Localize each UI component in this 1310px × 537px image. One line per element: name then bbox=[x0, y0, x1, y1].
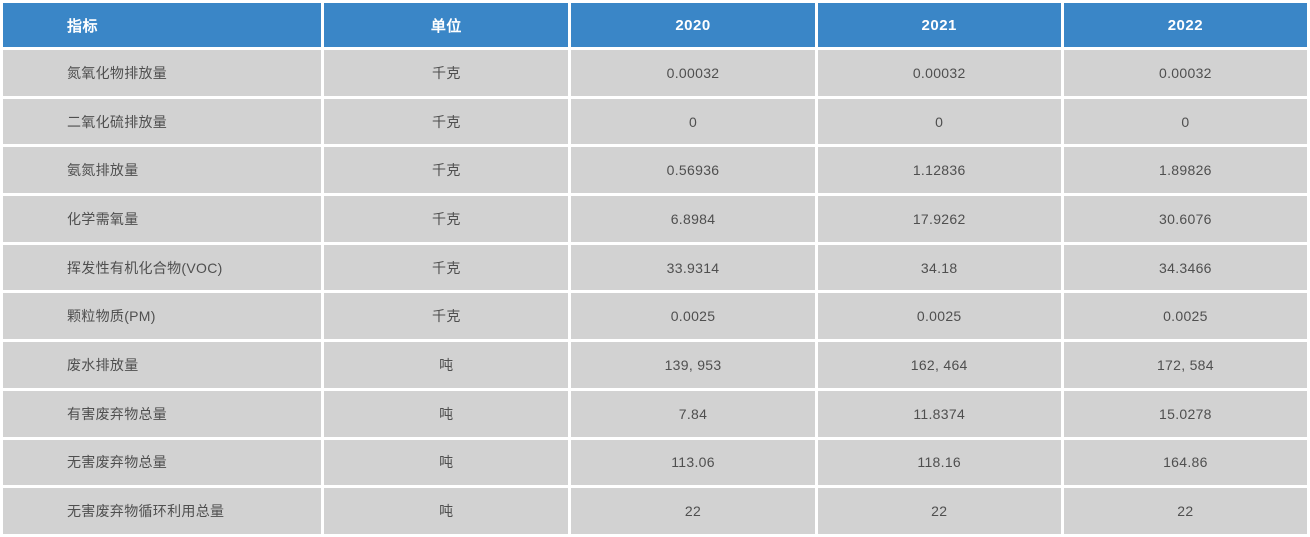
unit-cell: 吨 bbox=[324, 488, 569, 534]
column-header-indicator: 指标 bbox=[3, 3, 322, 47]
table-row: 挥发性有机化合物(VOC) 千克 33.9314 34.18 34.3466 bbox=[3, 244, 1307, 291]
value-cell-2021: 0.0025 bbox=[817, 293, 1061, 340]
value-cell-2021: 1.12836 bbox=[817, 147, 1061, 194]
value-cell-2022: 172, 584 bbox=[1063, 342, 1307, 388]
value-cell-2021: 34.18 bbox=[817, 244, 1061, 291]
value-cell-2020: 0.00032 bbox=[571, 50, 815, 96]
column-header-2021: 2021 bbox=[817, 3, 1061, 47]
value-cell-2021: 0 bbox=[817, 98, 1061, 145]
indicator-cell: 有害废弃物总量 bbox=[3, 390, 322, 437]
indicator-cell: 废水排放量 bbox=[3, 342, 322, 388]
value-cell-2021: 11.8374 bbox=[817, 390, 1061, 437]
value-cell-2022: 164.86 bbox=[1063, 439, 1307, 486]
table-row: 无害废弃物总量 吨 113.06 118.16 164.86 bbox=[3, 439, 1307, 486]
value-cell-2021: 22 bbox=[817, 488, 1061, 534]
unit-cell: 吨 bbox=[324, 390, 569, 437]
unit-cell: 千克 bbox=[324, 147, 569, 194]
unit-cell: 千克 bbox=[324, 244, 569, 291]
value-cell-2022: 30.6076 bbox=[1063, 196, 1307, 242]
column-header-2022: 2022 bbox=[1063, 3, 1307, 47]
value-cell-2021: 17.9262 bbox=[817, 196, 1061, 242]
value-cell-2022: 22 bbox=[1063, 488, 1307, 534]
indicator-cell: 二氧化硫排放量 bbox=[3, 98, 322, 145]
value-cell-2022: 34.3466 bbox=[1063, 244, 1307, 291]
value-cell-2022: 1.89826 bbox=[1063, 147, 1307, 194]
unit-cell: 吨 bbox=[324, 342, 569, 388]
unit-cell: 千克 bbox=[324, 98, 569, 145]
value-cell-2020: 33.9314 bbox=[571, 244, 815, 291]
table-row: 二氧化硫排放量 千克 0 0 0 bbox=[3, 98, 1307, 145]
value-cell-2022: 0.0025 bbox=[1063, 293, 1307, 340]
table-row: 化学需氧量 千克 6.8984 17.9262 30.6076 bbox=[3, 196, 1307, 242]
indicator-cell: 无害废弃物总量 bbox=[3, 439, 322, 486]
table-row: 有害废弃物总量 吨 7.84 11.8374 15.0278 bbox=[3, 390, 1307, 437]
value-cell-2021: 0.00032 bbox=[817, 50, 1061, 96]
column-header-unit: 单位 bbox=[324, 3, 569, 47]
column-header-2020: 2020 bbox=[571, 3, 815, 47]
unit-cell: 千克 bbox=[324, 50, 569, 96]
table-row: 废水排放量 吨 139, 953 162, 464 172, 584 bbox=[3, 342, 1307, 388]
value-cell-2020: 0.0025 bbox=[571, 293, 815, 340]
unit-cell: 吨 bbox=[324, 439, 569, 486]
table-row: 氮氧化物排放量 千克 0.00032 0.00032 0.00032 bbox=[3, 50, 1307, 96]
value-cell-2020: 6.8984 bbox=[571, 196, 815, 242]
indicator-cell: 化学需氧量 bbox=[3, 196, 322, 242]
indicator-cell: 颗粒物质(PM) bbox=[3, 293, 322, 340]
table-row: 无害废弃物循环利用总量 吨 22 22 22 bbox=[3, 488, 1307, 534]
table-row: 氨氮排放量 千克 0.56936 1.12836 1.89826 bbox=[3, 147, 1307, 194]
header-row: 指标 单位 2020 2021 2022 bbox=[3, 3, 1307, 47]
indicator-cell: 氮氧化物排放量 bbox=[3, 50, 322, 96]
value-cell-2020: 22 bbox=[571, 488, 815, 534]
indicator-cell: 无害废弃物循环利用总量 bbox=[3, 488, 322, 534]
value-cell-2021: 118.16 bbox=[817, 439, 1061, 486]
value-cell-2021: 162, 464 bbox=[817, 342, 1061, 388]
indicator-cell: 挥发性有机化合物(VOC) bbox=[3, 244, 322, 291]
value-cell-2020: 7.84 bbox=[571, 390, 815, 437]
value-cell-2022: 0.00032 bbox=[1063, 50, 1307, 96]
table-row: 颗粒物质(PM) 千克 0.0025 0.0025 0.0025 bbox=[3, 293, 1307, 340]
value-cell-2022: 0 bbox=[1063, 98, 1307, 145]
value-cell-2020: 139, 953 bbox=[571, 342, 815, 388]
indicator-cell: 氨氮排放量 bbox=[3, 147, 322, 194]
value-cell-2020: 113.06 bbox=[571, 439, 815, 486]
unit-cell: 千克 bbox=[324, 196, 569, 242]
value-cell-2020: 0.56936 bbox=[571, 147, 815, 194]
value-cell-2020: 0 bbox=[571, 98, 815, 145]
unit-cell: 千克 bbox=[324, 293, 569, 340]
value-cell-2022: 15.0278 bbox=[1063, 390, 1307, 437]
